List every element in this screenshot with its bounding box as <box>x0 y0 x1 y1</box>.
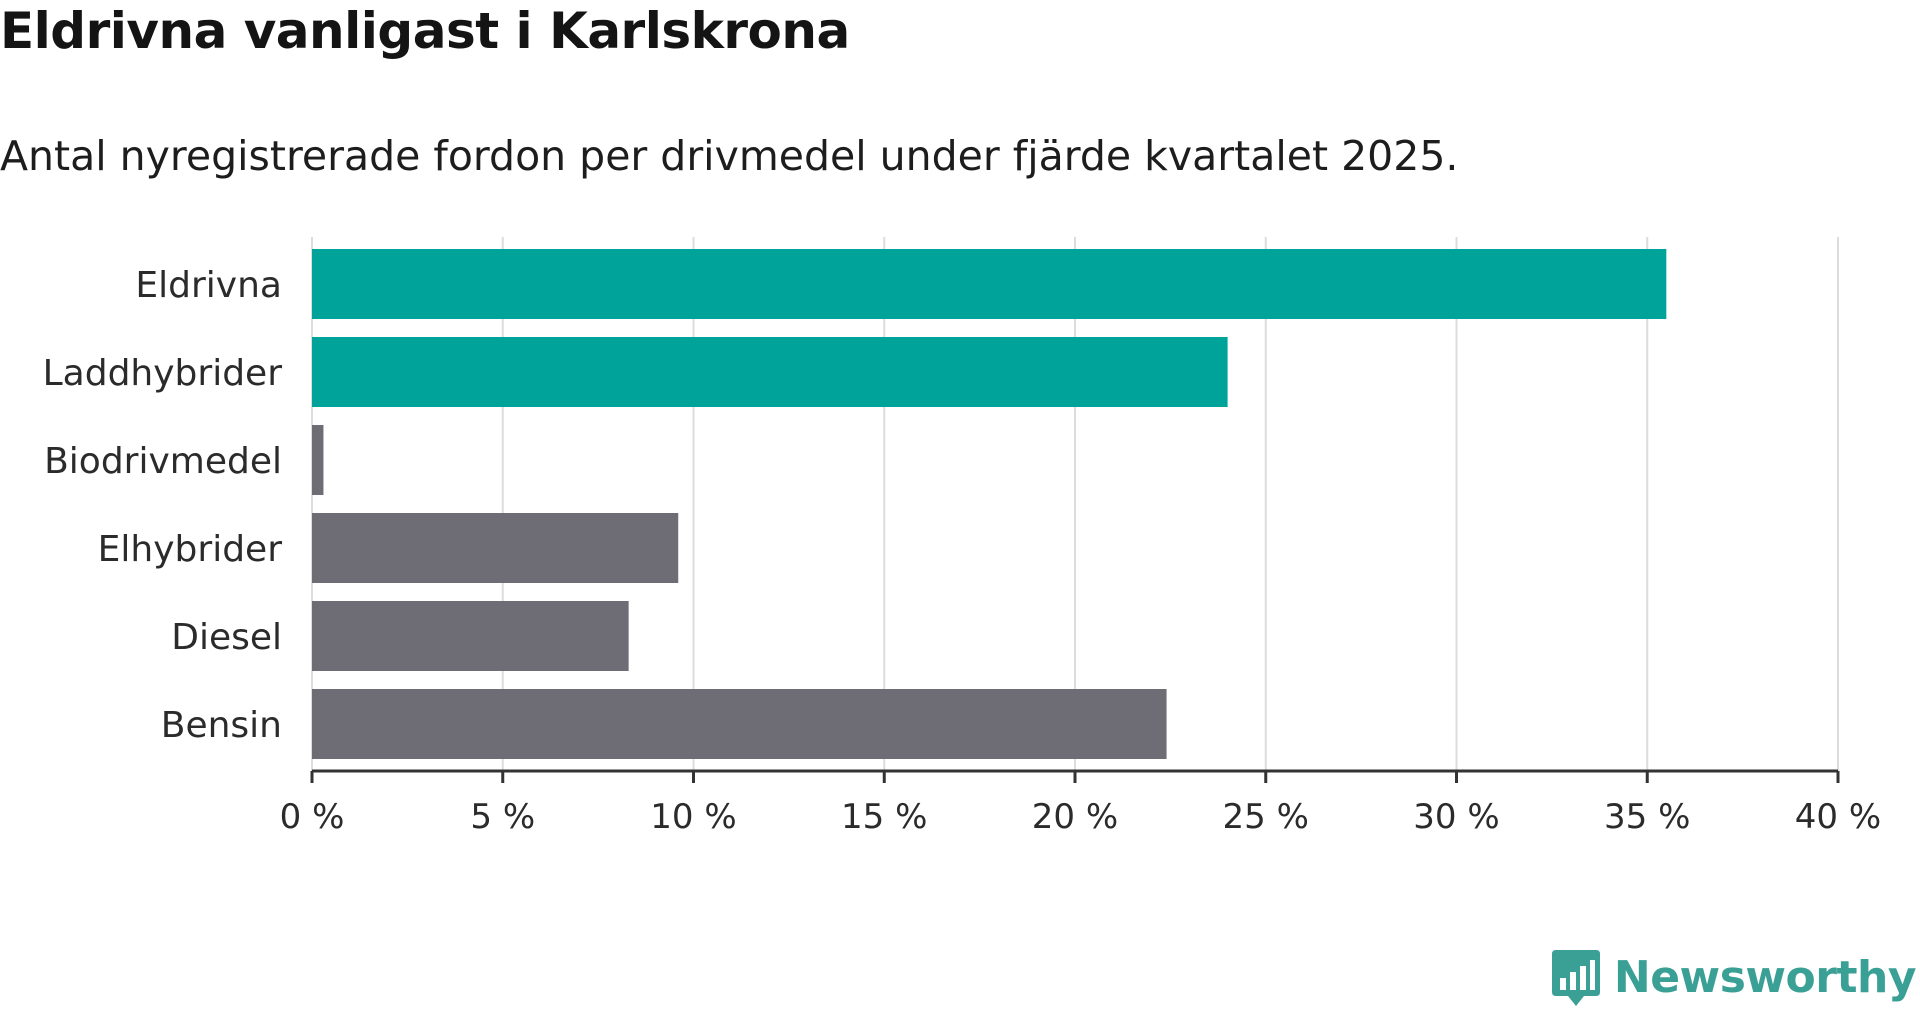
x-tick-label: 15 % <box>841 797 927 837</box>
x-tick-label: 20 % <box>1032 797 1118 837</box>
newsworthy-logo-text: Newsworthy <box>1613 951 1917 1003</box>
bar-diesel <box>312 601 629 671</box>
x-tick-label: 10 % <box>650 797 736 837</box>
chart-subtitle: Antal nyregistrerade fordon per drivmede… <box>0 132 1459 180</box>
category-label: Laddhybrider <box>43 353 283 394</box>
x-tick-label: 0 % <box>280 797 345 837</box>
category-label: Diesel <box>171 617 282 658</box>
newsworthy-logo: Newsworthy <box>1550 946 1917 1008</box>
bar-biodrivmedel <box>312 425 324 495</box>
category-label: Bensin <box>161 705 282 746</box>
bar-elhybrider <box>312 513 679 583</box>
category-label: Elhybrider <box>98 529 283 570</box>
x-tick-label: 25 % <box>1223 797 1309 837</box>
newsworthy-logo-icon <box>1551 950 1600 1006</box>
bar-bensin <box>312 689 1167 759</box>
bar-laddhybrider <box>312 337 1228 407</box>
category-label: Biodrivmedel <box>44 441 282 482</box>
x-tick-label: 5 % <box>470 797 535 837</box>
category-label: Eldrivna <box>135 265 282 306</box>
x-tick-label: 40 % <box>1795 797 1881 837</box>
x-tick-label: 30 % <box>1413 797 1499 837</box>
x-tick-label: 35 % <box>1604 797 1690 837</box>
bar-eldrivna <box>312 249 1667 319</box>
chart-title: Eldrivna vanligast i Karlskrona <box>0 2 850 60</box>
